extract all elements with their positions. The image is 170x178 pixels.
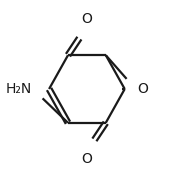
- Text: H₂N: H₂N: [5, 82, 31, 96]
- Text: O: O: [81, 12, 92, 25]
- Text: O: O: [81, 153, 92, 166]
- Text: O: O: [137, 82, 148, 96]
